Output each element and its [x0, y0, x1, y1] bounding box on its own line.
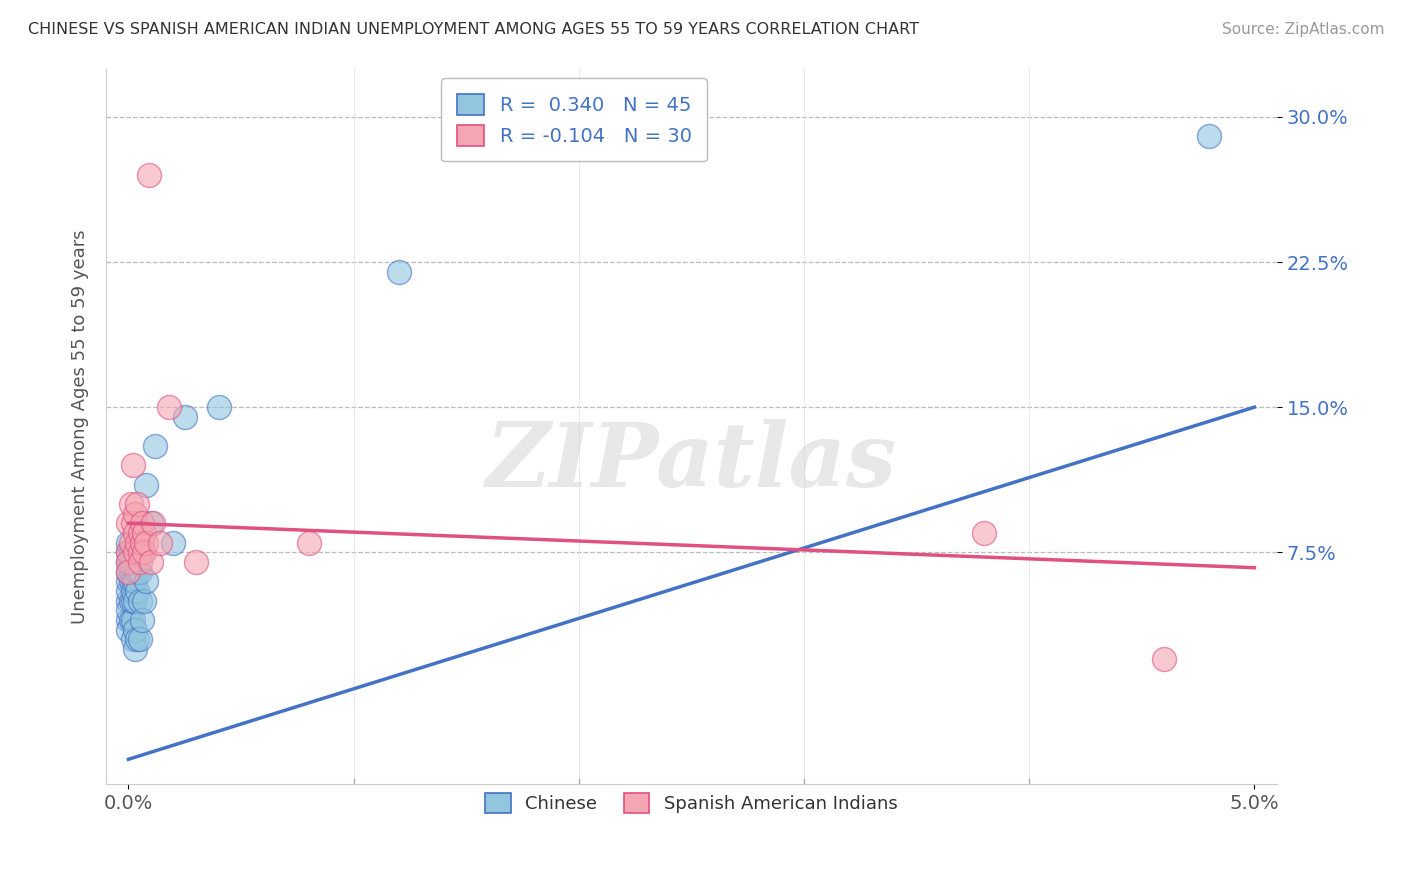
Point — [122, 613, 145, 627]
Y-axis label: Unemployment Among Ages 55 to 59 years: Unemployment Among Ages 55 to 59 years — [72, 229, 89, 624]
Point — [131, 613, 153, 627]
Point — [131, 535, 153, 549]
Point — [117, 516, 139, 531]
Point — [162, 535, 184, 549]
Point — [145, 439, 167, 453]
Point — [135, 535, 157, 549]
Text: ZIPatlas: ZIPatlas — [486, 419, 897, 506]
Point — [128, 555, 150, 569]
Point — [117, 603, 139, 617]
Point — [117, 613, 139, 627]
Point — [127, 632, 149, 647]
Point — [388, 265, 411, 279]
Point — [120, 574, 142, 589]
Legend: Chinese, Spanish American Indians: Chinese, Spanish American Indians — [472, 780, 910, 825]
Point — [139, 555, 162, 569]
Point — [127, 497, 149, 511]
Point — [122, 583, 145, 598]
Point — [131, 516, 153, 531]
Point — [122, 593, 145, 607]
Point — [122, 555, 145, 569]
Point — [120, 593, 142, 607]
Point — [128, 545, 150, 559]
Point — [124, 525, 146, 540]
Point — [117, 545, 139, 559]
Point — [138, 168, 160, 182]
Point — [134, 525, 156, 540]
Point — [122, 516, 145, 531]
Point — [131, 545, 153, 559]
Point — [122, 632, 145, 647]
Point — [117, 535, 139, 549]
Point — [127, 583, 149, 598]
Point — [124, 623, 146, 637]
Point — [117, 555, 139, 569]
Point — [117, 545, 139, 559]
Point — [128, 593, 150, 607]
Point — [157, 400, 180, 414]
Point — [120, 555, 142, 569]
Point — [124, 593, 146, 607]
Point — [124, 507, 146, 521]
Point — [142, 516, 165, 531]
Point — [128, 632, 150, 647]
Point — [120, 613, 142, 627]
Point — [134, 545, 156, 559]
Point — [297, 535, 319, 549]
Point — [128, 525, 150, 540]
Point — [973, 525, 995, 540]
Point — [134, 593, 156, 607]
Point — [207, 400, 229, 414]
Point — [117, 593, 139, 607]
Point — [117, 555, 139, 569]
Point — [127, 565, 149, 579]
Point — [122, 574, 145, 589]
Point — [120, 535, 142, 549]
Point — [1198, 129, 1220, 144]
Point — [139, 516, 162, 531]
Point — [124, 545, 146, 559]
Point — [135, 574, 157, 589]
Text: Source: ZipAtlas.com: Source: ZipAtlas.com — [1222, 22, 1385, 37]
Point — [117, 623, 139, 637]
Point — [128, 565, 150, 579]
Point — [120, 545, 142, 559]
Point — [173, 409, 195, 424]
Point — [120, 497, 142, 511]
Point — [124, 555, 146, 569]
Point — [1153, 651, 1175, 665]
Point — [120, 565, 142, 579]
Point — [117, 565, 139, 579]
Point — [124, 642, 146, 657]
Point — [124, 574, 146, 589]
Point — [184, 555, 207, 569]
Point — [135, 477, 157, 491]
Point — [117, 565, 139, 579]
Point — [117, 583, 139, 598]
Text: CHINESE VS SPANISH AMERICAN INDIAN UNEMPLOYMENT AMONG AGES 55 TO 59 YEARS CORREL: CHINESE VS SPANISH AMERICAN INDIAN UNEMP… — [28, 22, 920, 37]
Point — [122, 458, 145, 472]
Point — [149, 535, 172, 549]
Point — [127, 535, 149, 549]
Point — [117, 574, 139, 589]
